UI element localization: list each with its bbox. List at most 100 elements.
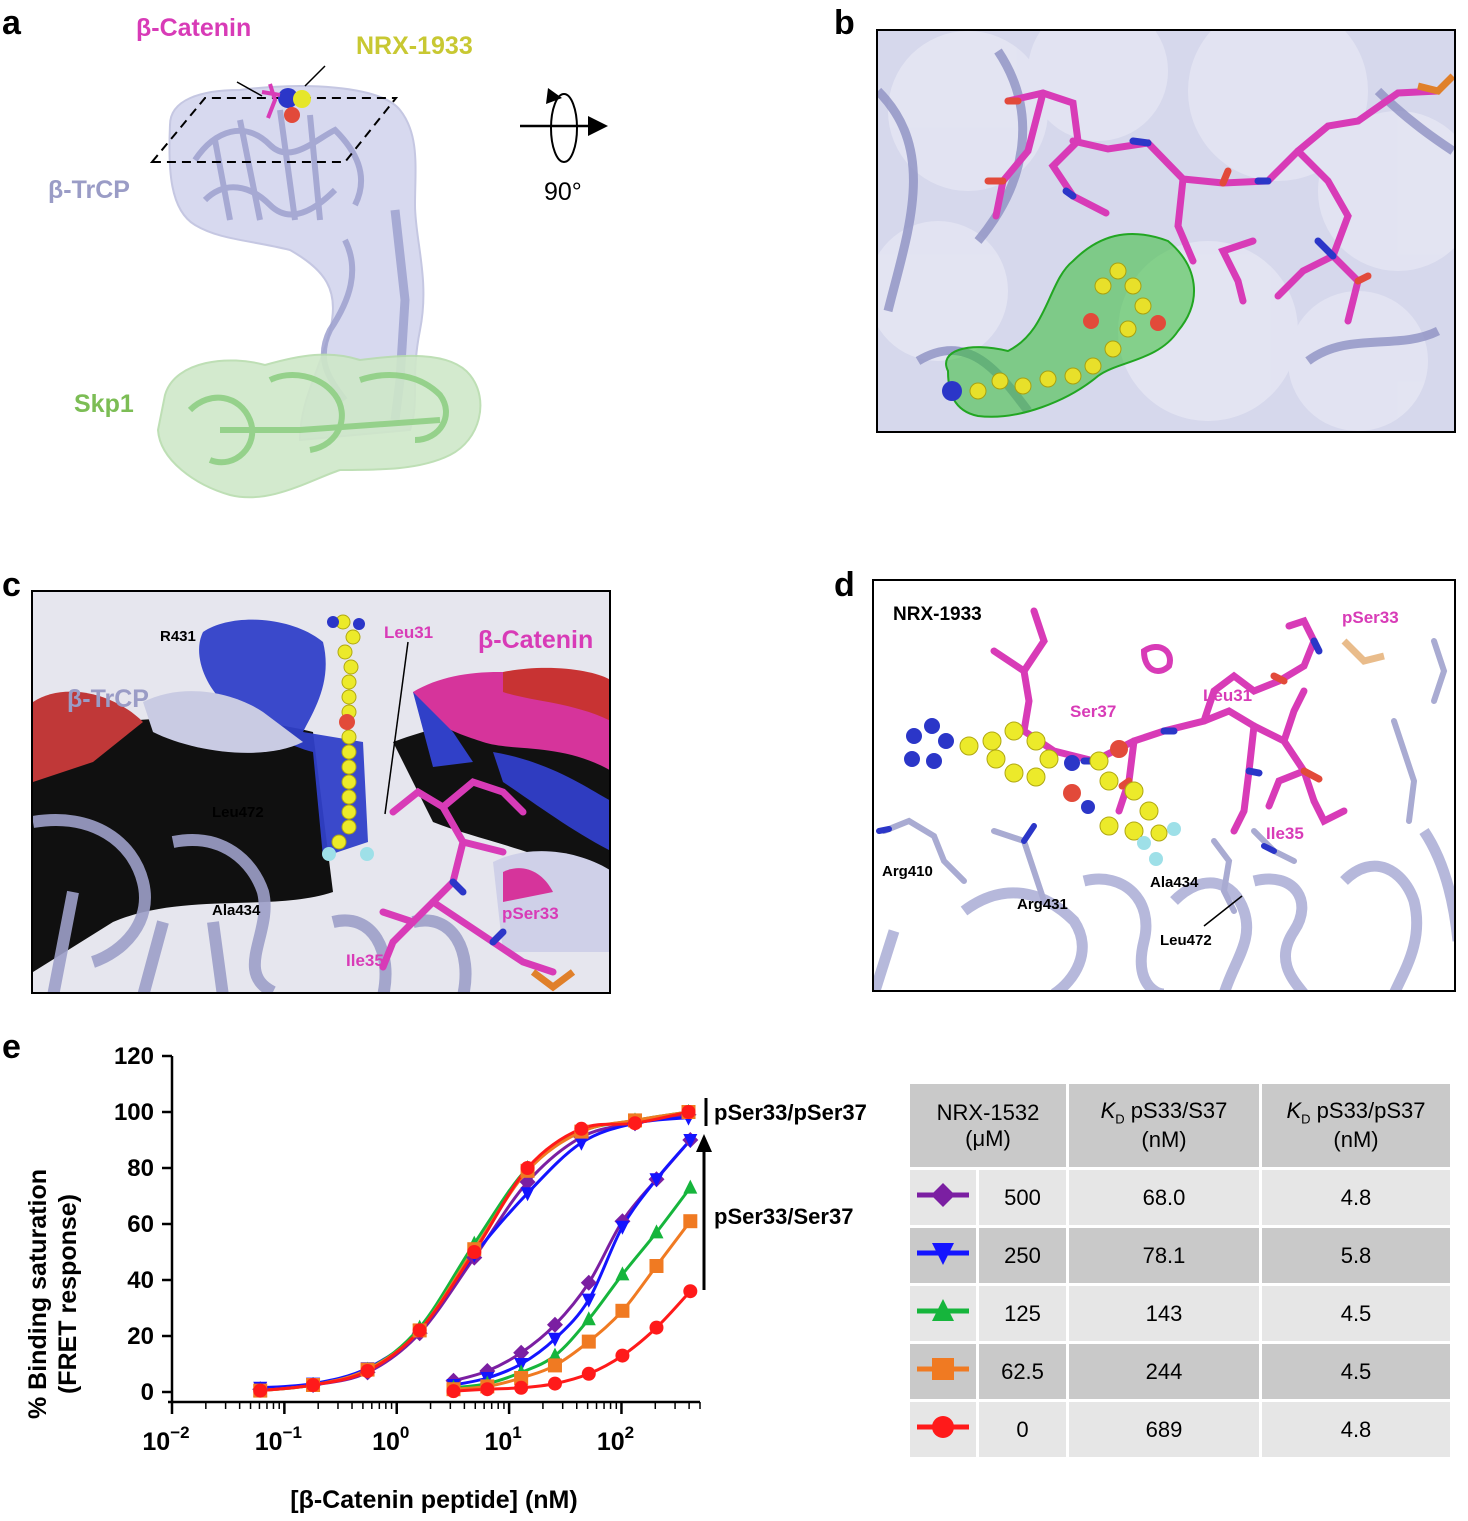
header-conc-line1: NRX-1532 — [936, 1099, 1040, 1125]
data-point — [520, 1161, 535, 1175]
label-d-leu472: Leu472 — [1160, 932, 1212, 949]
label-btrcp: β-TrCP — [48, 176, 130, 204]
data-point — [306, 1378, 321, 1392]
y-tick-label: 80 — [127, 1155, 154, 1182]
cell-conc: 500 — [976, 1167, 1069, 1228]
x-tick-label: 101 — [484, 1423, 521, 1456]
label-r431: R431 — [160, 628, 196, 645]
table-row: 62.5 244 4.5 — [907, 1341, 1453, 1402]
header-kd1-unit: (nM) — [1141, 1126, 1187, 1152]
label-c-leu472: Leu472 — [212, 804, 264, 821]
rotation-arrow-icon — [546, 88, 562, 104]
label-c-ala434: Ala434 — [212, 902, 261, 919]
cell-kd2: 4.5 — [1259, 1341, 1453, 1402]
legend-diamond-icon — [917, 1182, 969, 1207]
header-conc-line2: (μM) — [965, 1125, 1011, 1151]
data-point — [683, 1179, 698, 1194]
panel-b-structure — [878, 31, 1454, 431]
label-c-btrcp: β-TrCP — [67, 685, 149, 713]
data-point — [649, 1173, 664, 1188]
data-point — [932, 1298, 954, 1321]
cell-kd1: 143 — [1066, 1283, 1262, 1344]
cell-conc: 250 — [976, 1225, 1069, 1286]
panel-a-structure — [149, 65, 608, 499]
legend-square-icon — [917, 1357, 969, 1380]
panel-letter-b: b — [834, 4, 855, 42]
panel-letter-e: e — [2, 1028, 21, 1066]
cell-kd1: 689 — [1066, 1399, 1262, 1460]
y-tick-label: 0 — [141, 1379, 154, 1406]
label-d-pser33: pSer33 — [1342, 608, 1399, 627]
data-point — [360, 1364, 375, 1378]
header-kd2-unit: (nM) — [1333, 1126, 1379, 1152]
y-tick-label: 60 — [127, 1211, 154, 1238]
panel-letter-c: c — [2, 566, 21, 604]
data-point — [683, 1134, 698, 1148]
x-tick-label: 10−1 — [255, 1423, 302, 1456]
data-point — [546, 1316, 563, 1333]
cell-kd2: 4.8 — [1259, 1399, 1453, 1460]
ligand-sphere — [284, 107, 300, 123]
legend-marker-cell — [907, 1225, 979, 1286]
data-point — [649, 1224, 664, 1239]
cell-kd2: 4.8 — [1259, 1167, 1453, 1228]
cell-conc: 0 — [976, 1399, 1069, 1460]
label-d-ser37: Ser37 — [1070, 702, 1117, 721]
legend-circle-icon — [917, 1415, 969, 1438]
panel-letter-d: d — [834, 566, 855, 604]
binding-chart: 0 20 40 60 80 100 120 10−2 10−1 100 101 102 % Bindi… — [24, 1043, 867, 1514]
data-point — [581, 1293, 596, 1308]
data-point — [615, 1266, 630, 1281]
data-point — [547, 1376, 562, 1391]
skp1-ribbon — [187, 372, 449, 466]
data-point — [412, 1323, 427, 1338]
label-c-pser33: pSer33 — [502, 904, 559, 923]
panel-d-structure — [874, 607, 1454, 990]
data-point — [932, 1357, 954, 1380]
table-header-conc: NRX-1532 (μM) — [907, 1081, 1069, 1170]
table-row: 125 143 4.5 — [907, 1283, 1453, 1344]
x-tick-label: 10−2 — [142, 1423, 189, 1456]
cell-kd2: 4.5 — [1259, 1283, 1453, 1344]
header-kd2-sub: D — [1301, 1111, 1311, 1127]
legend-marker-cell — [907, 1283, 979, 1344]
data-point — [580, 1274, 597, 1291]
label-rotation: 90° — [544, 178, 582, 206]
table-header-kd1: KD pS33/S37 (nM) — [1066, 1081, 1262, 1170]
data-point — [574, 1136, 589, 1151]
legend-marker-cell — [907, 1399, 979, 1460]
data-point — [932, 1415, 954, 1438]
annot-pser33-pser37: pSer33/pSer37 — [714, 1100, 867, 1125]
header-kd2-rest: pS33/pS37 — [1310, 1098, 1426, 1124]
label-c-leu31: Leu31 — [384, 623, 434, 642]
data-point — [649, 1259, 664, 1273]
label-c-ile35: Ile35 — [346, 951, 384, 970]
label-beta-catenin: β-Catenin — [136, 14, 252, 42]
cell-kd1: 78.1 — [1066, 1225, 1262, 1286]
x-tick-label: 100 — [372, 1423, 409, 1456]
data-point — [547, 1358, 562, 1373]
data-point — [683, 1284, 698, 1299]
cell-conc: 62.5 — [976, 1341, 1069, 1402]
table-row: 250 78.1 5.8 — [907, 1225, 1453, 1286]
panel-letter-a: a — [2, 4, 21, 42]
header-kd1-k: K — [1100, 1098, 1116, 1124]
label-d-arg431: Arg431 — [1017, 896, 1068, 913]
panel-d-image — [872, 579, 1456, 992]
data-point — [547, 1347, 562, 1362]
data-point — [574, 1121, 589, 1136]
legend-triangle-down-icon — [917, 1242, 969, 1265]
header-kd1-rest: pS33/S37 — [1124, 1098, 1228, 1124]
label-nrx-1933: NRX-1933 — [356, 32, 473, 60]
catenin-sticks — [261, 83, 281, 119]
y-tick-label: 120 — [114, 1043, 154, 1070]
cell-conc: 125 — [976, 1283, 1069, 1344]
panel-c-structure — [33, 592, 609, 992]
cell-kd1: 68.0 — [1066, 1167, 1262, 1228]
data-point — [931, 1182, 955, 1207]
label-d-leu31: Leu31 — [1203, 686, 1253, 705]
data-point — [628, 1116, 643, 1131]
data-point — [581, 1366, 596, 1381]
data-point — [467, 1245, 482, 1259]
legend-marker-cell — [907, 1341, 979, 1402]
